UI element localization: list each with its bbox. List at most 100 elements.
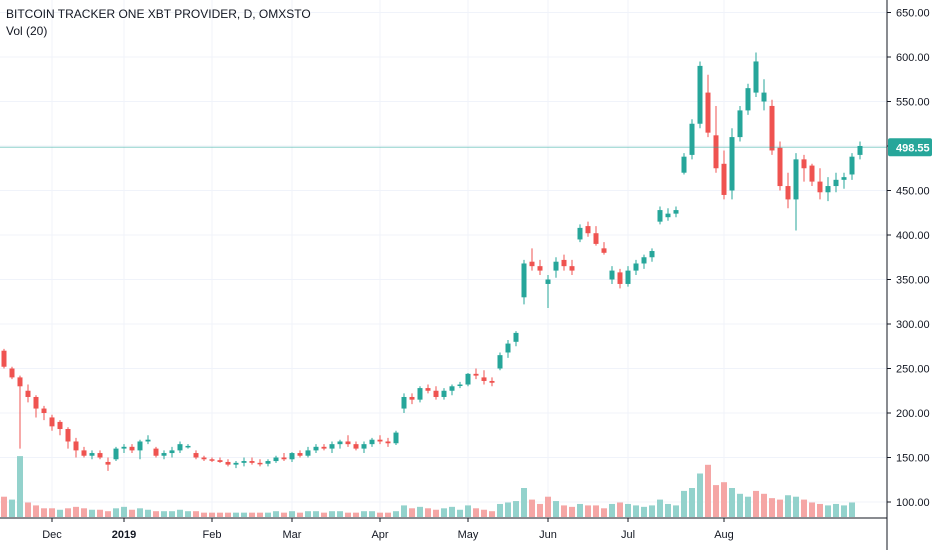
- candle-body: [681, 156, 687, 173]
- volume-bar: [313, 511, 319, 517]
- candle-body: [305, 450, 311, 456]
- price-tick-label: 600.00: [896, 52, 930, 64]
- price-tick-label: 350.00: [896, 275, 930, 287]
- candle-body: [113, 448, 119, 460]
- candle-body: [209, 459, 215, 461]
- volume-bar: [513, 501, 519, 517]
- price-tick-label: 400.00: [896, 230, 930, 242]
- volume-bar: [321, 512, 327, 517]
- volume-bar: [305, 511, 311, 517]
- volume-bar: [225, 512, 231, 517]
- volume-bar: [825, 505, 831, 517]
- candle-body: [641, 257, 647, 264]
- candle-body: [105, 461, 111, 465]
- candle-body: [129, 446, 135, 451]
- candle-body: [473, 373, 479, 376]
- candle-body: [705, 92, 711, 133]
- candle-body: [153, 448, 159, 456]
- volume-bar: [297, 512, 303, 517]
- candle-body: [201, 457, 207, 460]
- volume-bar: [129, 509, 135, 517]
- candle-body: [777, 147, 783, 187]
- candle-body: [657, 210, 663, 222]
- series-title[interactable]: BITCOIN TRACKER ONE XBT PROVIDER, D, OMX…: [6, 7, 311, 21]
- time-tick-label: 2019: [112, 529, 136, 541]
- candle-body: [249, 461, 255, 463]
- volume-bar: [737, 493, 743, 517]
- price-candles: [1, 52, 863, 471]
- candle-body: [649, 251, 655, 258]
- volume-bar: [337, 511, 343, 517]
- volume-bar: [137, 508, 143, 517]
- candle-body: [393, 432, 399, 444]
- volume-bar: [361, 511, 367, 517]
- price-tick-label: 550.00: [896, 97, 930, 109]
- volume-bar: [377, 512, 383, 517]
- volume-bar: [97, 509, 103, 517]
- candle-body: [49, 417, 55, 427]
- last-price-tag: 498.55: [888, 138, 932, 157]
- candle-body: [289, 453, 295, 460]
- volume-bar: [593, 505, 599, 517]
- candle-body: [137, 441, 143, 451]
- candle-body: [417, 388, 423, 400]
- candle-body: [385, 441, 391, 444]
- time-axis[interactable]: Dec 2019 Feb Mar Apr May Jun Jul Aug: [42, 518, 734, 541]
- candle-body: [73, 441, 79, 451]
- volume-bar: [409, 508, 415, 517]
- grid-lines: [0, 0, 887, 518]
- candle-body: [577, 227, 583, 240]
- volume-bar: [649, 505, 655, 517]
- candle-body: [409, 396, 415, 400]
- volume-bar: [9, 499, 15, 517]
- candle-body: [593, 233, 599, 244]
- candle-body: [265, 461, 271, 464]
- candle-body: [425, 388, 431, 391]
- volume-bar: [433, 509, 439, 517]
- candle-body: [673, 210, 679, 214]
- candle-body: [745, 88, 751, 111]
- candle-body: [457, 384, 463, 387]
- candle-body: [241, 461, 247, 463]
- last-price-tag-label: 498.55: [896, 142, 930, 154]
- candle-body: [833, 179, 839, 187]
- volume-bar: [177, 509, 183, 517]
- candle-body: [41, 408, 47, 413]
- volume-bar: [601, 508, 607, 517]
- candle-body: [801, 159, 807, 169]
- time-tick-label: Aug: [714, 529, 734, 541]
- candle-body: [665, 213, 671, 218]
- candle-body: [721, 163, 727, 195]
- volume-bar: [201, 512, 207, 517]
- volume-bar: [625, 503, 631, 517]
- volume-bar: [329, 511, 335, 517]
- volume-bar: [73, 506, 79, 517]
- volume-bar: [41, 508, 47, 517]
- candle-body: [825, 186, 831, 193]
- volume-bar: [185, 511, 191, 517]
- volume-bar: [817, 503, 823, 517]
- volume-bar: [105, 511, 111, 517]
- candle-body: [273, 457, 279, 462]
- candle-body: [57, 421, 63, 430]
- volume-bar: [537, 503, 543, 517]
- candle-body: [729, 137, 735, 191]
- time-tick-label: May: [458, 529, 479, 541]
- volume-bar: [265, 512, 271, 517]
- price-tick-label: 450.00: [896, 186, 930, 198]
- volume-bar: [785, 495, 791, 517]
- volume-bar: [465, 505, 471, 517]
- candle-body: [529, 261, 535, 267]
- volume-indicator-label[interactable]: Vol (20): [6, 24, 48, 38]
- volume-bar: [849, 502, 855, 517]
- price-axis[interactable]: 100.00 150.00 200.00 250.00 300.00 350.00 400.…: [887, 8, 930, 510]
- candle-body: [169, 450, 175, 454]
- volume-bar: [89, 509, 95, 517]
- volume-bar: [609, 503, 615, 517]
- volume-bar: [193, 511, 199, 517]
- candle-body: [817, 181, 823, 193]
- candle-body: [849, 156, 855, 175]
- volume-bar: [777, 499, 783, 517]
- price-tick-label: 200.00: [896, 408, 930, 420]
